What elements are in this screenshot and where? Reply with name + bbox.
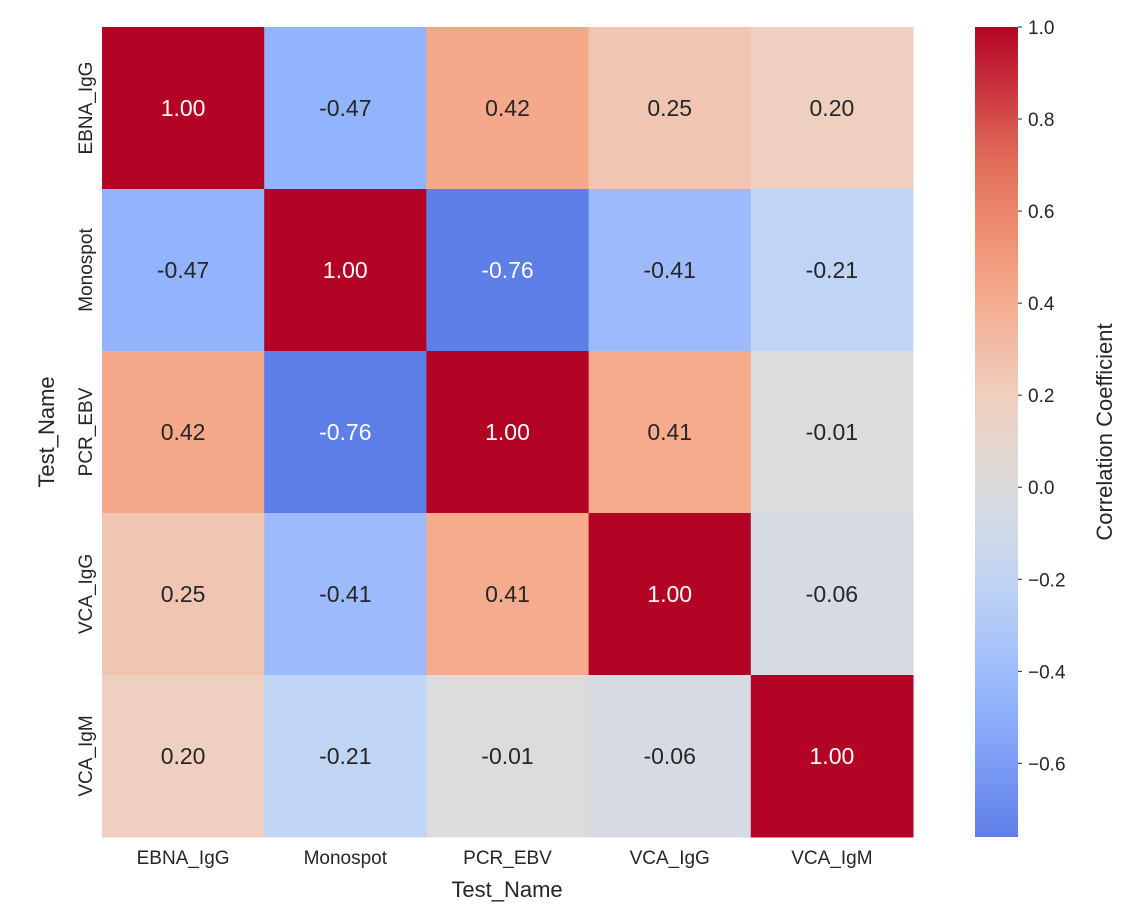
heatmap-cell xyxy=(588,27,752,190)
y-axis-label: Test_Name xyxy=(34,376,59,487)
heatmap-cell xyxy=(426,27,590,190)
colorbar-tick-label: 0.6 xyxy=(1028,202,1054,223)
heatmap-cell xyxy=(588,351,752,514)
cell-annotation: -0.47 xyxy=(319,95,371,121)
y-tick-label: EBNA_IgG xyxy=(76,62,97,155)
heatmap-cell xyxy=(588,675,752,838)
y-tick-label: VCA_IgM xyxy=(76,715,97,796)
cell-annotation: 0.25 xyxy=(161,581,206,607)
cell-annotation: 1.00 xyxy=(485,419,530,445)
heatmap-cell xyxy=(588,189,752,352)
heatmap-cell xyxy=(102,27,265,190)
x-tick-label: Monospot xyxy=(304,848,388,869)
heatmap-cell xyxy=(102,351,265,514)
colorbar-tick-label: 0.0 xyxy=(1028,478,1054,499)
cell-annotation: 0.41 xyxy=(485,581,530,607)
heatmap-cell xyxy=(264,27,427,190)
colorbar-tick-label: 0.8 xyxy=(1028,110,1054,131)
x-tick-label: VCA_IgM xyxy=(791,848,872,869)
cell-annotation: -0.41 xyxy=(643,257,695,283)
heatmap-cell xyxy=(264,189,427,352)
colorbar-tick-label: −0.2 xyxy=(1028,570,1066,591)
cell-annotation: 1.00 xyxy=(810,743,855,769)
cell-annotation: 1.00 xyxy=(323,257,368,283)
colorbar-tick-label: 0.4 xyxy=(1028,294,1055,315)
cell-annotation: -0.01 xyxy=(481,743,533,769)
cell-annotation: -0.06 xyxy=(806,581,858,607)
cell-annotation: -0.01 xyxy=(806,419,858,445)
colorbar-tick-label: 0.2 xyxy=(1028,386,1054,407)
colorbar-tick-label: −0.4 xyxy=(1028,662,1066,683)
cell-annotation: 0.42 xyxy=(485,95,530,121)
cell-annotation: -0.47 xyxy=(157,257,209,283)
y-tick-labels: EBNA_IgG Monospot PCR_EBV VCA_IgG VCA_IgM xyxy=(76,62,97,797)
colorbar xyxy=(975,27,1018,837)
heatmap-cell xyxy=(102,513,265,676)
heatmap-cell xyxy=(264,351,427,514)
heatmap-cell xyxy=(264,675,427,838)
x-tick-label: EBNA_IgG xyxy=(137,848,230,869)
cell-annotation: -0.21 xyxy=(319,743,371,769)
heatmap-cells: 1.00 -0.47 0.42 0.25 0.20 -0.47 1.00 -0.76 -0.41… xyxy=(102,27,914,838)
cell-annotation: -0.41 xyxy=(319,581,371,607)
x-tick-labels: EBNA_IgG Monospot PCR_EBV VCA_IgG VCA_IgM xyxy=(137,848,873,869)
x-axis-label: Test_Name xyxy=(451,877,562,902)
cell-annotation: 0.41 xyxy=(647,419,692,445)
colorbar-ticks: 1.0 0.8 0.6 0.4 0.2 0.0 −0.2 −0.4 −0.6 xyxy=(1018,18,1066,775)
cell-annotation: -0.21 xyxy=(806,257,858,283)
heatmap-cell xyxy=(750,189,914,352)
heatmap-cell xyxy=(588,513,752,676)
cell-annotation: 0.25 xyxy=(647,95,692,121)
cell-annotation: -0.06 xyxy=(643,743,695,769)
heatmap-cell xyxy=(426,675,590,838)
heatmap-cell xyxy=(750,675,914,838)
cell-annotation: -0.76 xyxy=(319,419,371,445)
cell-annotation: -0.76 xyxy=(481,257,533,283)
heatmap-cell xyxy=(102,189,265,352)
colorbar-label: Correlation Coefficient xyxy=(1092,323,1117,540)
y-tick-label: VCA_IgG xyxy=(76,554,97,634)
heatmap-cell xyxy=(750,27,914,190)
heatmap-cell xyxy=(426,189,590,352)
y-tick-label: PCR_EBV xyxy=(76,387,97,476)
heatmap-cell xyxy=(426,513,590,676)
cell-annotation: 1.00 xyxy=(161,95,206,121)
x-tick-label: VCA_IgG xyxy=(630,848,710,869)
colorbar-tick-label: 1.0 xyxy=(1028,18,1054,39)
cell-annotation: 0.20 xyxy=(810,95,855,121)
colorbar-tick-label: −0.6 xyxy=(1028,754,1066,775)
cell-annotation: 1.00 xyxy=(647,581,692,607)
heatmap-cell xyxy=(426,351,590,514)
heatmap-cell xyxy=(750,351,914,514)
x-tick-label: PCR_EBV xyxy=(463,848,552,869)
heatmap-cell xyxy=(750,513,914,676)
y-tick-label: Monospot xyxy=(76,228,97,312)
cell-annotation: 0.42 xyxy=(161,419,206,445)
cell-annotation: 0.20 xyxy=(161,743,206,769)
heatmap-cell xyxy=(264,513,427,676)
heatmap-cell xyxy=(102,675,265,838)
